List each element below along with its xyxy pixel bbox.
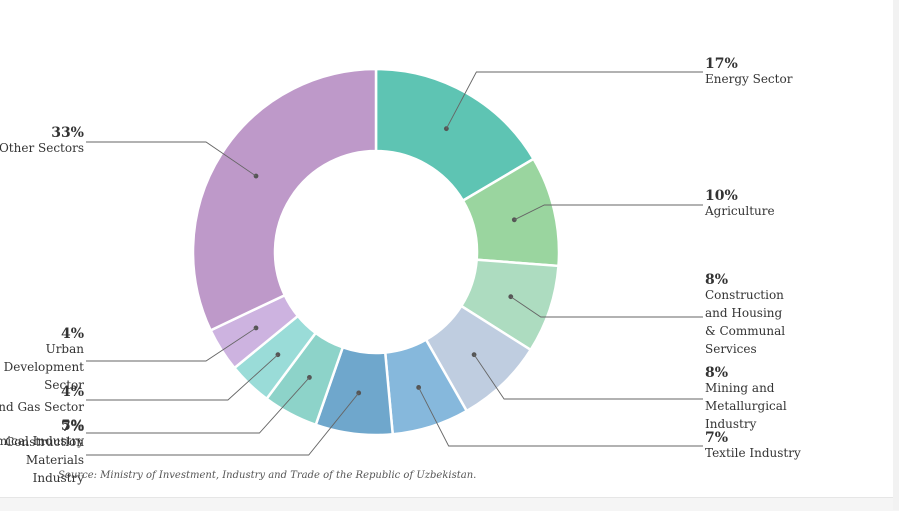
slice-percent-label-2: 8% xyxy=(705,272,728,288)
slice-category-label-9: Other Sectors xyxy=(0,141,84,155)
slice-percent-label-0: 17% xyxy=(705,56,738,72)
leader-line-5 xyxy=(86,392,360,456)
slice-percent-label-8: 4% xyxy=(61,326,84,342)
slice-percent-label-6: 5% xyxy=(61,418,84,434)
slice-9 xyxy=(191,67,378,332)
source-note: Source: Ministry of Investment, Industry… xyxy=(58,470,476,481)
slice-percent-label-4: 7% xyxy=(705,430,728,446)
leader-line-0 xyxy=(445,71,703,129)
leader-line-1 xyxy=(514,204,703,221)
slice-percent-label-7: 4% xyxy=(61,384,84,400)
slice-percent-label-9: 33% xyxy=(51,125,84,141)
leaders-layer xyxy=(86,71,703,456)
slice-category-label-0: Energy Sector xyxy=(705,72,793,86)
window-right-edge xyxy=(893,0,899,510)
slice-category-label-5: Construction Materials Industry xyxy=(5,435,84,485)
slice-category-label-4: Textile Industry xyxy=(705,446,801,460)
slice-category-label-6: Chemical Industry xyxy=(0,434,84,448)
leader-line-9 xyxy=(86,141,257,177)
slice-percent-label-3: 8% xyxy=(705,365,728,381)
leader-line-6 xyxy=(86,377,310,434)
slice-category-label-8: Urban Development Sector xyxy=(4,342,85,392)
slices-layer xyxy=(191,67,561,437)
slice-percent-label-5: 7% xyxy=(61,419,84,435)
slice-category-label-7: Oil and Gas Sector xyxy=(0,400,84,414)
leader-line-3 xyxy=(473,354,703,400)
slice-category-label-2: Construction and Housing & Communal Service… xyxy=(705,288,785,356)
slice-category-label-1: Agriculture xyxy=(704,204,775,218)
leader-line-4 xyxy=(418,387,703,447)
labels-layer: 17%Energy Sector10%Agriculture8%Construc… xyxy=(0,56,801,485)
leader-line-2 xyxy=(510,296,703,318)
slice-percent-label-1: 10% xyxy=(705,188,738,204)
slice-category-label-3: Mining and Metallurgical Industry xyxy=(705,381,787,431)
leader-line-8 xyxy=(86,327,257,362)
window-bottom-edge xyxy=(0,497,899,511)
leader-line-7 xyxy=(86,354,279,401)
